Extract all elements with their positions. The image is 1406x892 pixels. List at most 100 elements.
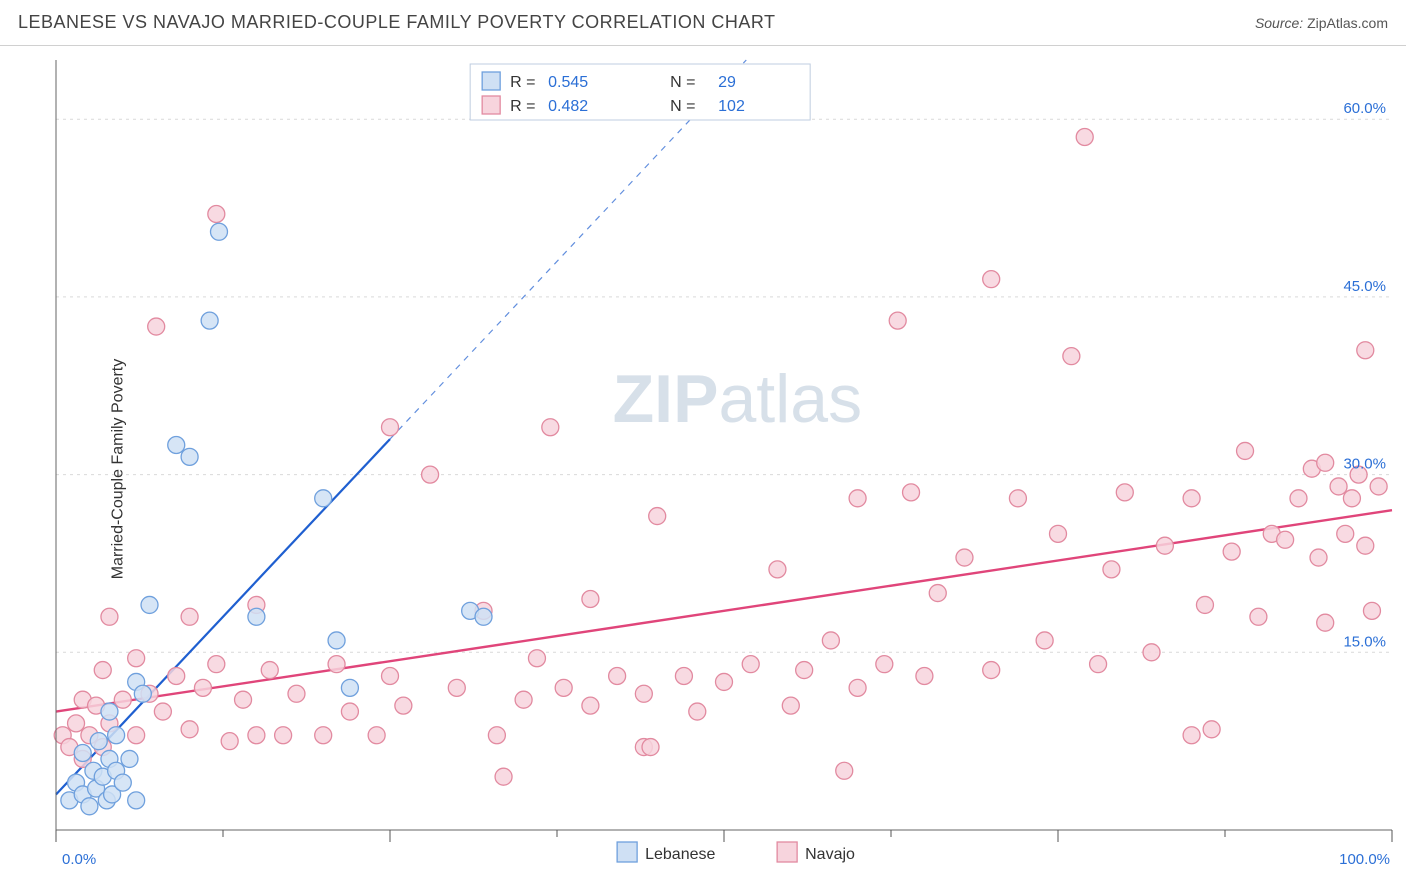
data-point	[275, 727, 292, 744]
data-point	[395, 697, 412, 714]
data-point	[1203, 721, 1220, 738]
svg-text:N =: N =	[670, 74, 695, 91]
y-axis-label: Married-Couple Family Poverty	[109, 359, 127, 580]
svg-text:ZIPatlas: ZIPatlas	[613, 361, 862, 437]
data-point	[635, 685, 652, 702]
data-point	[68, 715, 85, 732]
svg-text:100.0%: 100.0%	[1339, 851, 1390, 868]
data-point	[1357, 342, 1374, 359]
data-point	[341, 703, 358, 720]
data-point	[555, 679, 572, 696]
data-point	[1290, 490, 1307, 507]
data-point	[201, 312, 218, 329]
data-point	[1183, 727, 1200, 744]
svg-text:102: 102	[718, 98, 745, 115]
data-point	[448, 679, 465, 696]
data-point	[261, 662, 278, 679]
data-point	[128, 650, 145, 667]
data-point	[328, 632, 345, 649]
data-point	[181, 608, 198, 625]
data-point	[542, 419, 559, 436]
data-point	[649, 508, 666, 525]
data-point	[515, 691, 532, 708]
data-point	[141, 596, 158, 613]
scatter-chart-svg: ZIPatlas0.0%100.0%15.0%30.0%45.0%60.0%R …	[0, 46, 1406, 892]
data-point	[983, 271, 1000, 288]
data-point	[114, 691, 131, 708]
legend-swatch-navajo	[777, 842, 797, 862]
data-point	[769, 561, 786, 578]
data-point	[108, 727, 125, 744]
data-point	[742, 656, 759, 673]
data-point	[81, 798, 98, 815]
data-point	[288, 685, 305, 702]
data-point	[128, 727, 145, 744]
svg-text:0.545: 0.545	[548, 74, 588, 91]
data-point	[1337, 525, 1354, 542]
svg-text:0.482: 0.482	[548, 98, 588, 115]
data-point	[782, 697, 799, 714]
data-point	[475, 608, 492, 625]
data-point	[1363, 602, 1380, 619]
data-point	[889, 312, 906, 329]
data-point	[368, 727, 385, 744]
data-point	[422, 466, 439, 483]
data-point	[1009, 490, 1026, 507]
data-point	[916, 668, 933, 685]
data-point	[382, 668, 399, 685]
svg-text:30.0%: 30.0%	[1343, 456, 1386, 473]
data-point	[1143, 644, 1160, 661]
data-point	[168, 437, 185, 454]
data-point	[1277, 531, 1294, 548]
data-point	[849, 490, 866, 507]
data-point	[1330, 478, 1347, 495]
svg-text:60.0%: 60.0%	[1343, 100, 1386, 117]
data-point	[181, 721, 198, 738]
data-point	[642, 739, 659, 756]
data-point	[248, 727, 265, 744]
data-point	[1156, 537, 1173, 554]
data-point	[582, 697, 599, 714]
svg-text:R =: R =	[510, 98, 535, 115]
data-point	[121, 750, 138, 767]
data-point	[1310, 549, 1327, 566]
data-point	[876, 656, 893, 673]
data-point	[929, 585, 946, 602]
source-label: Source:	[1255, 15, 1303, 31]
data-point	[101, 608, 118, 625]
data-point	[1076, 129, 1093, 146]
data-point	[675, 668, 692, 685]
data-point	[134, 685, 151, 702]
data-point	[154, 703, 171, 720]
data-point	[849, 679, 866, 696]
data-point	[168, 668, 185, 685]
data-point	[1223, 543, 1240, 560]
data-point	[235, 691, 252, 708]
data-point	[903, 484, 920, 501]
data-point	[74, 745, 91, 762]
data-point	[1370, 478, 1387, 495]
legend-swatch-lebanese	[617, 842, 637, 862]
data-point	[495, 768, 512, 785]
data-point	[716, 673, 733, 690]
data-point	[208, 206, 225, 223]
svg-text:Navajo: Navajo	[805, 846, 855, 863]
data-point	[208, 656, 225, 673]
data-point	[822, 632, 839, 649]
svg-text:N =: N =	[670, 98, 695, 115]
data-point	[1237, 442, 1254, 459]
data-point	[1250, 608, 1267, 625]
svg-text:0.0%: 0.0%	[62, 851, 96, 868]
data-point	[1103, 561, 1120, 578]
data-point	[114, 774, 131, 791]
data-point	[1063, 348, 1080, 365]
data-point	[1183, 490, 1200, 507]
data-point	[1036, 632, 1053, 649]
source-value: ZipAtlas.com	[1307, 15, 1388, 31]
data-point	[94, 662, 111, 679]
data-point	[90, 733, 107, 750]
data-point	[128, 792, 145, 809]
data-point	[181, 448, 198, 465]
chart-area: Married-Couple Family Poverty ZIPatlas 0.…	[0, 46, 1406, 892]
data-point	[609, 668, 626, 685]
